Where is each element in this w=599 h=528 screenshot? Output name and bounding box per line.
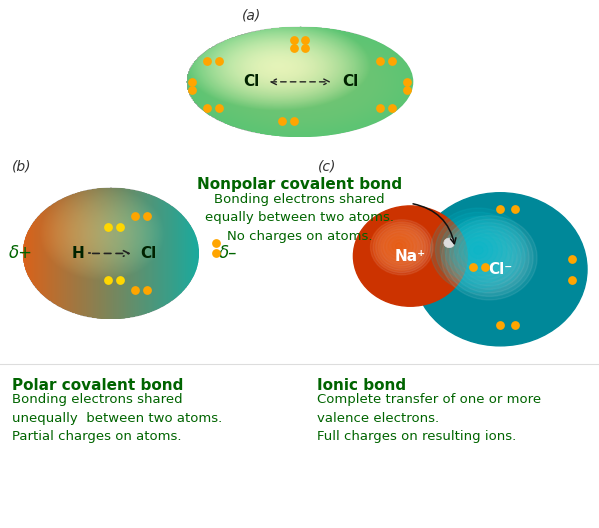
Circle shape	[464, 238, 493, 263]
Text: (a): (a)	[242, 9, 261, 23]
Circle shape	[450, 225, 507, 276]
Circle shape	[431, 208, 527, 293]
Point	[211, 249, 220, 258]
Circle shape	[381, 229, 423, 266]
Point	[388, 104, 397, 112]
Text: Bonding electrons shared
unequally  between two atoms.
Partial charges on atoms.: Bonding electrons shared unequally betwe…	[12, 393, 222, 444]
Point	[130, 286, 140, 295]
Circle shape	[458, 230, 521, 286]
Circle shape	[385, 233, 413, 259]
Point	[480, 262, 490, 271]
Text: Cl: Cl	[243, 74, 260, 89]
Text: Bonding electrons shared
equally between two atoms.
No charges on atoms.: Bonding electrons shared equally between…	[205, 193, 394, 243]
Text: δ–: δ–	[219, 244, 237, 262]
Point	[301, 43, 310, 52]
Circle shape	[370, 220, 433, 275]
Circle shape	[474, 246, 483, 254]
Point	[103, 223, 113, 231]
Point	[277, 117, 286, 126]
Circle shape	[446, 219, 533, 296]
Circle shape	[374, 224, 424, 268]
Circle shape	[392, 240, 406, 252]
Point	[115, 223, 125, 231]
Point	[510, 320, 520, 329]
Circle shape	[435, 212, 522, 288]
Text: δ+: δ+	[9, 244, 33, 262]
Text: (c): (c)	[317, 159, 336, 173]
Point	[142, 212, 152, 221]
Circle shape	[453, 226, 525, 289]
Point	[376, 56, 385, 65]
Circle shape	[444, 238, 455, 248]
Circle shape	[376, 224, 428, 270]
Circle shape	[455, 229, 503, 271]
Circle shape	[445, 221, 512, 280]
Circle shape	[381, 230, 417, 262]
Point	[142, 286, 152, 295]
Circle shape	[449, 223, 529, 293]
Point	[211, 239, 220, 247]
Point	[510, 204, 520, 213]
Point	[289, 35, 298, 44]
Text: Ionic bond: Ionic bond	[317, 378, 407, 392]
Point	[187, 78, 196, 86]
Point	[289, 43, 298, 52]
Point	[130, 212, 140, 221]
Text: Nonpolar covalent bond: Nonpolar covalent bond	[197, 177, 402, 192]
Point	[388, 56, 397, 65]
Circle shape	[377, 227, 420, 265]
Circle shape	[373, 222, 431, 272]
Point	[289, 117, 298, 126]
Text: Complete transfer of one or more
valence electrons.
Full charges on resulting io: Complete transfer of one or more valence…	[317, 393, 541, 444]
Circle shape	[413, 193, 587, 346]
Point	[403, 78, 412, 86]
Text: Cl⁻: Cl⁻	[488, 262, 512, 277]
Text: Na⁺: Na⁺	[395, 249, 426, 263]
Circle shape	[441, 215, 537, 300]
Text: H: H	[71, 246, 84, 261]
Point	[567, 276, 577, 284]
Circle shape	[459, 233, 498, 267]
Point	[495, 204, 505, 213]
Circle shape	[379, 227, 425, 268]
Circle shape	[395, 243, 403, 249]
Point	[567, 254, 577, 263]
Point	[376, 104, 385, 112]
Point	[214, 56, 223, 65]
Text: (b): (b)	[12, 159, 32, 173]
Point	[301, 35, 310, 44]
Point	[115, 276, 125, 284]
Point	[202, 104, 211, 112]
Circle shape	[353, 206, 467, 306]
Point	[214, 104, 223, 112]
Point	[403, 86, 412, 94]
Text: Cl: Cl	[342, 74, 359, 89]
Point	[202, 56, 211, 65]
Circle shape	[388, 237, 410, 256]
Text: Cl: Cl	[140, 246, 157, 261]
Circle shape	[440, 216, 517, 284]
Point	[495, 320, 505, 329]
Circle shape	[370, 221, 428, 271]
Point	[103, 276, 113, 284]
Text: Polar covalent bond: Polar covalent bond	[12, 378, 183, 392]
Point	[187, 86, 196, 94]
Circle shape	[469, 242, 488, 259]
Point	[468, 262, 478, 271]
